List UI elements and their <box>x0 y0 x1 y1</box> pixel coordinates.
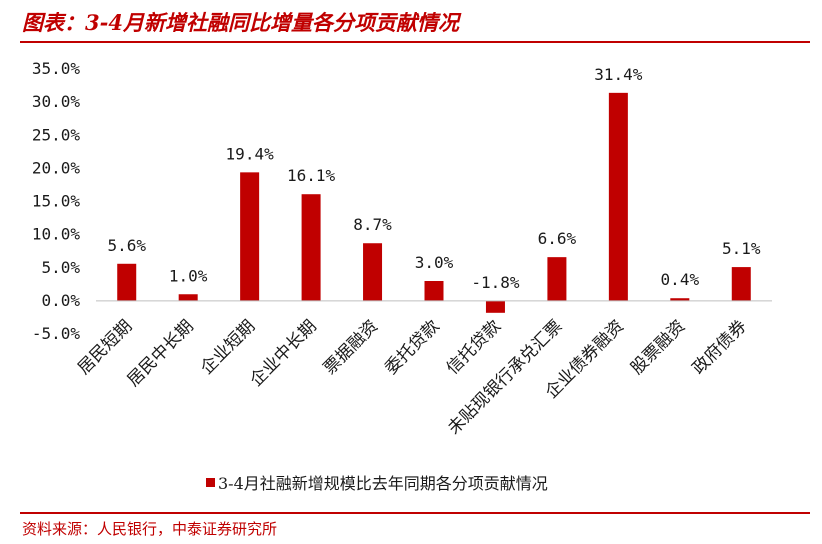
bar <box>117 263 137 301</box>
x-tick-label: 股票融资 <box>627 316 689 378</box>
y-tick-label: -5.0% <box>32 324 81 343</box>
y-tick-label: 25.0% <box>32 125 81 144</box>
bar-value-label: 19.4% <box>226 144 275 163</box>
legend-swatch <box>206 478 215 487</box>
x-tick-label: 信托贷款 <box>443 316 505 378</box>
bar-value-label: 1.0% <box>169 266 208 285</box>
bar-value-label: 5.1% <box>722 239 761 258</box>
bar <box>363 243 383 301</box>
chart-title: 图表：3-4月新增社融同比增量各分项贡献情况 <box>22 10 459 35</box>
data-labels: 5.6% 1.0% 19.4% 16.1% 8.7% 3.0% -1.8% 6.6% 31.4%… <box>107 65 760 292</box>
bar <box>301 194 321 301</box>
bar <box>240 172 260 301</box>
legend-label: 3-4月社融新增规模比去年同期各分项贡献情况 <box>218 474 548 493</box>
y-tick-label: 15.0% <box>32 192 81 211</box>
bar-value-label: 8.7% <box>353 215 392 234</box>
y-tick-label: 30.0% <box>32 92 81 111</box>
bar-value-label: 5.6% <box>107 236 146 255</box>
bar <box>547 257 567 301</box>
y-tick-label: 0.0% <box>41 291 80 310</box>
bar-value-label: 31.4% <box>594 65 643 84</box>
x-tick-label: 票据融资 <box>320 316 382 378</box>
bar-value-label: -1.8% <box>471 273 520 292</box>
x-tick-label: 居民短期 <box>74 316 136 378</box>
bar <box>178 294 198 301</box>
legend: 3-4月社融新增规模比去年同期各分项贡献情况 <box>206 474 548 493</box>
footer-divider <box>20 512 810 514</box>
bar-value-label: 16.1% <box>287 166 336 185</box>
x-tick-label: 企业中长期 <box>246 316 320 390</box>
x-tick-label: 居民中长期 <box>123 316 197 390</box>
bar <box>608 92 628 301</box>
title-divider <box>20 41 810 43</box>
source-note: 资料来源：人民银行，中泰证券研究所 <box>22 520 278 538</box>
bar <box>731 267 751 301</box>
x-tick-label: 未贴现银行承兑汇票 <box>444 316 566 438</box>
y-axis: -5.0% 0.0% 5.0% 10.0% 15.0% 20.0% 25.0% 30.0% 35… <box>32 59 81 343</box>
y-tick-label: 10.0% <box>32 225 81 244</box>
bar <box>485 300 505 313</box>
x-tick-label: 企业短期 <box>197 316 259 378</box>
bar-value-label: 0.4% <box>661 270 700 289</box>
y-tick-label: 35.0% <box>32 59 81 78</box>
y-tick-label: 20.0% <box>32 158 81 177</box>
x-tick-label: 政府债券 <box>689 316 751 378</box>
bar-series <box>117 92 751 313</box>
bar-value-label: 3.0% <box>415 253 454 272</box>
y-tick-label: 5.0% <box>41 258 80 277</box>
x-tick-label: 委托贷款 <box>381 316 443 378</box>
bar-value-label: 6.6% <box>538 229 577 248</box>
bar <box>670 298 690 301</box>
bar <box>424 281 444 301</box>
